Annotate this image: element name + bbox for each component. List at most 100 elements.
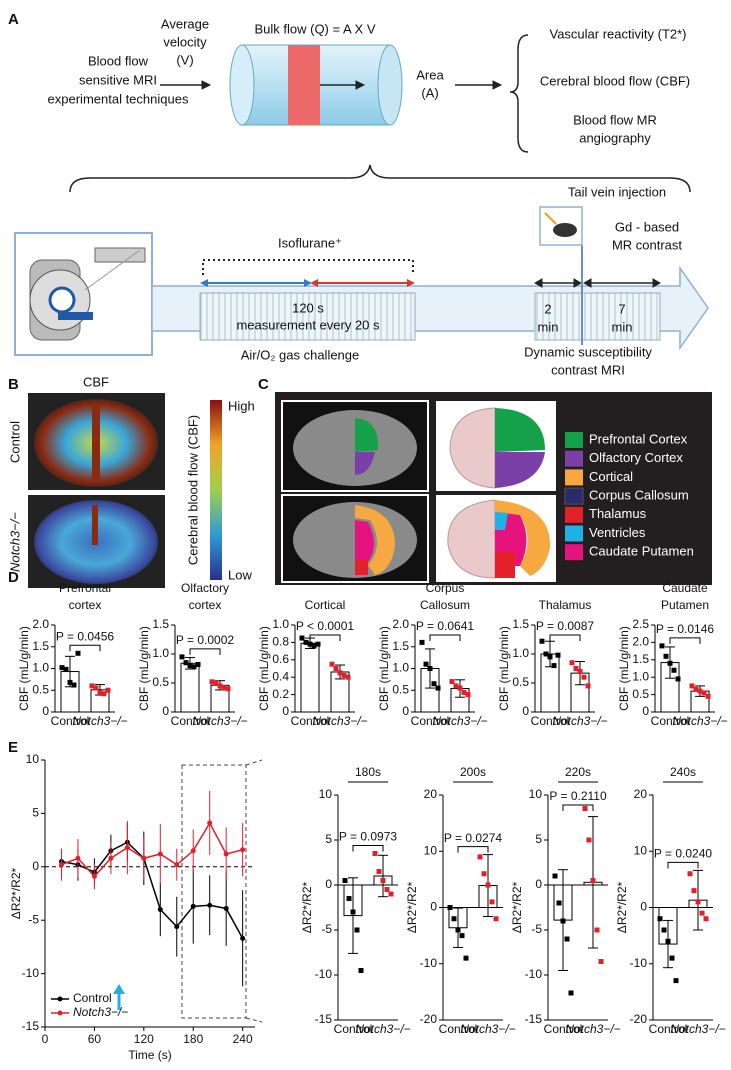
data-point	[299, 635, 305, 641]
data-point	[207, 820, 213, 826]
text: Blood flow MR	[573, 112, 657, 127]
panel-label: B	[8, 376, 19, 393]
y-tick-label: 0.4	[272, 669, 289, 683]
data-point	[372, 851, 378, 856]
significance-bracket	[429, 634, 461, 641]
text: Isoflurane⁺	[278, 235, 342, 250]
y-tick-label: 2.0	[32, 617, 49, 631]
data-point	[225, 686, 231, 692]
data-point	[657, 916, 663, 922]
data-point	[191, 664, 197, 670]
data-point	[75, 650, 81, 656]
panel-a-text: A Blood flow sensitive MRI experimental …	[8, 11, 690, 377]
data-point	[58, 862, 64, 868]
y-tick-label: 1.5	[632, 652, 649, 666]
x-tick-label: Control	[51, 714, 90, 728]
data-point	[101, 691, 107, 697]
legend-swatch	[565, 432, 583, 448]
legend-swatch	[565, 525, 583, 542]
data-point	[586, 837, 592, 843]
chart-title: Olfactory	[181, 581, 229, 595]
series-line	[61, 821, 243, 878]
text: CBF	[83, 374, 109, 389]
x-tick-label: Notch3−/−	[670, 1022, 725, 1036]
legend-label: Prefrontal Cortex	[589, 431, 688, 446]
y-tick-label: 10	[529, 787, 543, 801]
data-point	[564, 936, 570, 942]
y-tick-label: 10	[319, 787, 333, 801]
p-value: P = 0.0641	[416, 619, 474, 633]
chart-title: Putamen	[661, 598, 709, 612]
text: Cerebral blood flow (CBF)	[540, 73, 690, 88]
legend-swatch	[565, 450, 583, 467]
data-point	[337, 670, 343, 676]
data-point	[703, 916, 709, 922]
chart-title: Cortical	[305, 598, 346, 612]
data-point	[329, 661, 335, 667]
data-point	[594, 927, 600, 933]
data-point	[190, 903, 196, 909]
legend-label: Thalamus	[589, 506, 647, 521]
data-point	[693, 686, 699, 692]
data-point	[485, 882, 491, 888]
data-point	[223, 851, 229, 857]
data-point	[221, 685, 227, 691]
significance-bracket	[352, 845, 384, 852]
y-tick-label: 10	[424, 843, 438, 857]
significance-bracket	[562, 804, 594, 811]
data-point	[465, 692, 471, 698]
data-point	[705, 693, 711, 699]
x-tick-label: Control	[439, 1022, 478, 1036]
data-point	[59, 665, 65, 671]
y-tick-label: 1.0	[392, 661, 409, 675]
data-point	[93, 685, 99, 691]
panel-b-text: B CBF Control Notch3−/− Cerebral blood f…	[7, 374, 269, 756]
chart-title: 220s	[565, 765, 591, 779]
text: 7	[618, 301, 625, 316]
data-point	[179, 654, 185, 660]
p-value: P = 0.0274	[444, 831, 502, 845]
significance-bracket	[69, 644, 101, 652]
p-value: P = 0.0002	[176, 633, 234, 647]
data-point	[687, 871, 693, 877]
data-point	[457, 685, 463, 691]
y-tick-label: 0	[325, 877, 332, 891]
significance-bracket	[189, 648, 221, 655]
data-point	[388, 891, 394, 897]
data-point	[108, 855, 114, 861]
data-point	[157, 851, 163, 857]
y-tick-label: 0.6	[272, 652, 289, 666]
data-point	[453, 683, 459, 689]
legend-label: Cortical	[589, 469, 633, 484]
panel-label: E	[8, 739, 18, 756]
data-point	[75, 855, 81, 861]
text: min	[538, 319, 559, 334]
y-tick-label: -15	[315, 1012, 333, 1026]
data-point	[346, 896, 352, 901]
text: experimental techniques	[48, 91, 189, 106]
x-tick-label: 180	[183, 1032, 203, 1046]
y-tick-label: -5	[531, 922, 542, 936]
y-axis-label: CBF (mL/g/min)	[257, 626, 271, 711]
data-point	[701, 690, 707, 696]
data-point	[187, 663, 193, 669]
data-point	[581, 674, 587, 680]
legend-label: Caudate Putamen	[589, 544, 694, 559]
x-tick-label: Control	[531, 714, 570, 728]
data-point	[669, 955, 675, 961]
y-tick-label: -10	[525, 967, 543, 981]
p-value: P = 0.0240	[654, 847, 712, 861]
panel-label: A	[8, 11, 19, 28]
data-point	[213, 680, 219, 686]
legend-marker	[57, 996, 63, 1002]
data-point	[141, 855, 147, 861]
y-tick-label: 1.0	[512, 646, 529, 660]
data-point	[455, 927, 461, 933]
y-tick-label: 5	[32, 806, 39, 820]
chart-title: cortex	[69, 598, 102, 612]
data-point	[481, 871, 487, 877]
y-axis-label: ΔR2*/R2*	[9, 867, 23, 919]
legend-swatch	[565, 544, 583, 561]
data-point	[380, 878, 386, 883]
